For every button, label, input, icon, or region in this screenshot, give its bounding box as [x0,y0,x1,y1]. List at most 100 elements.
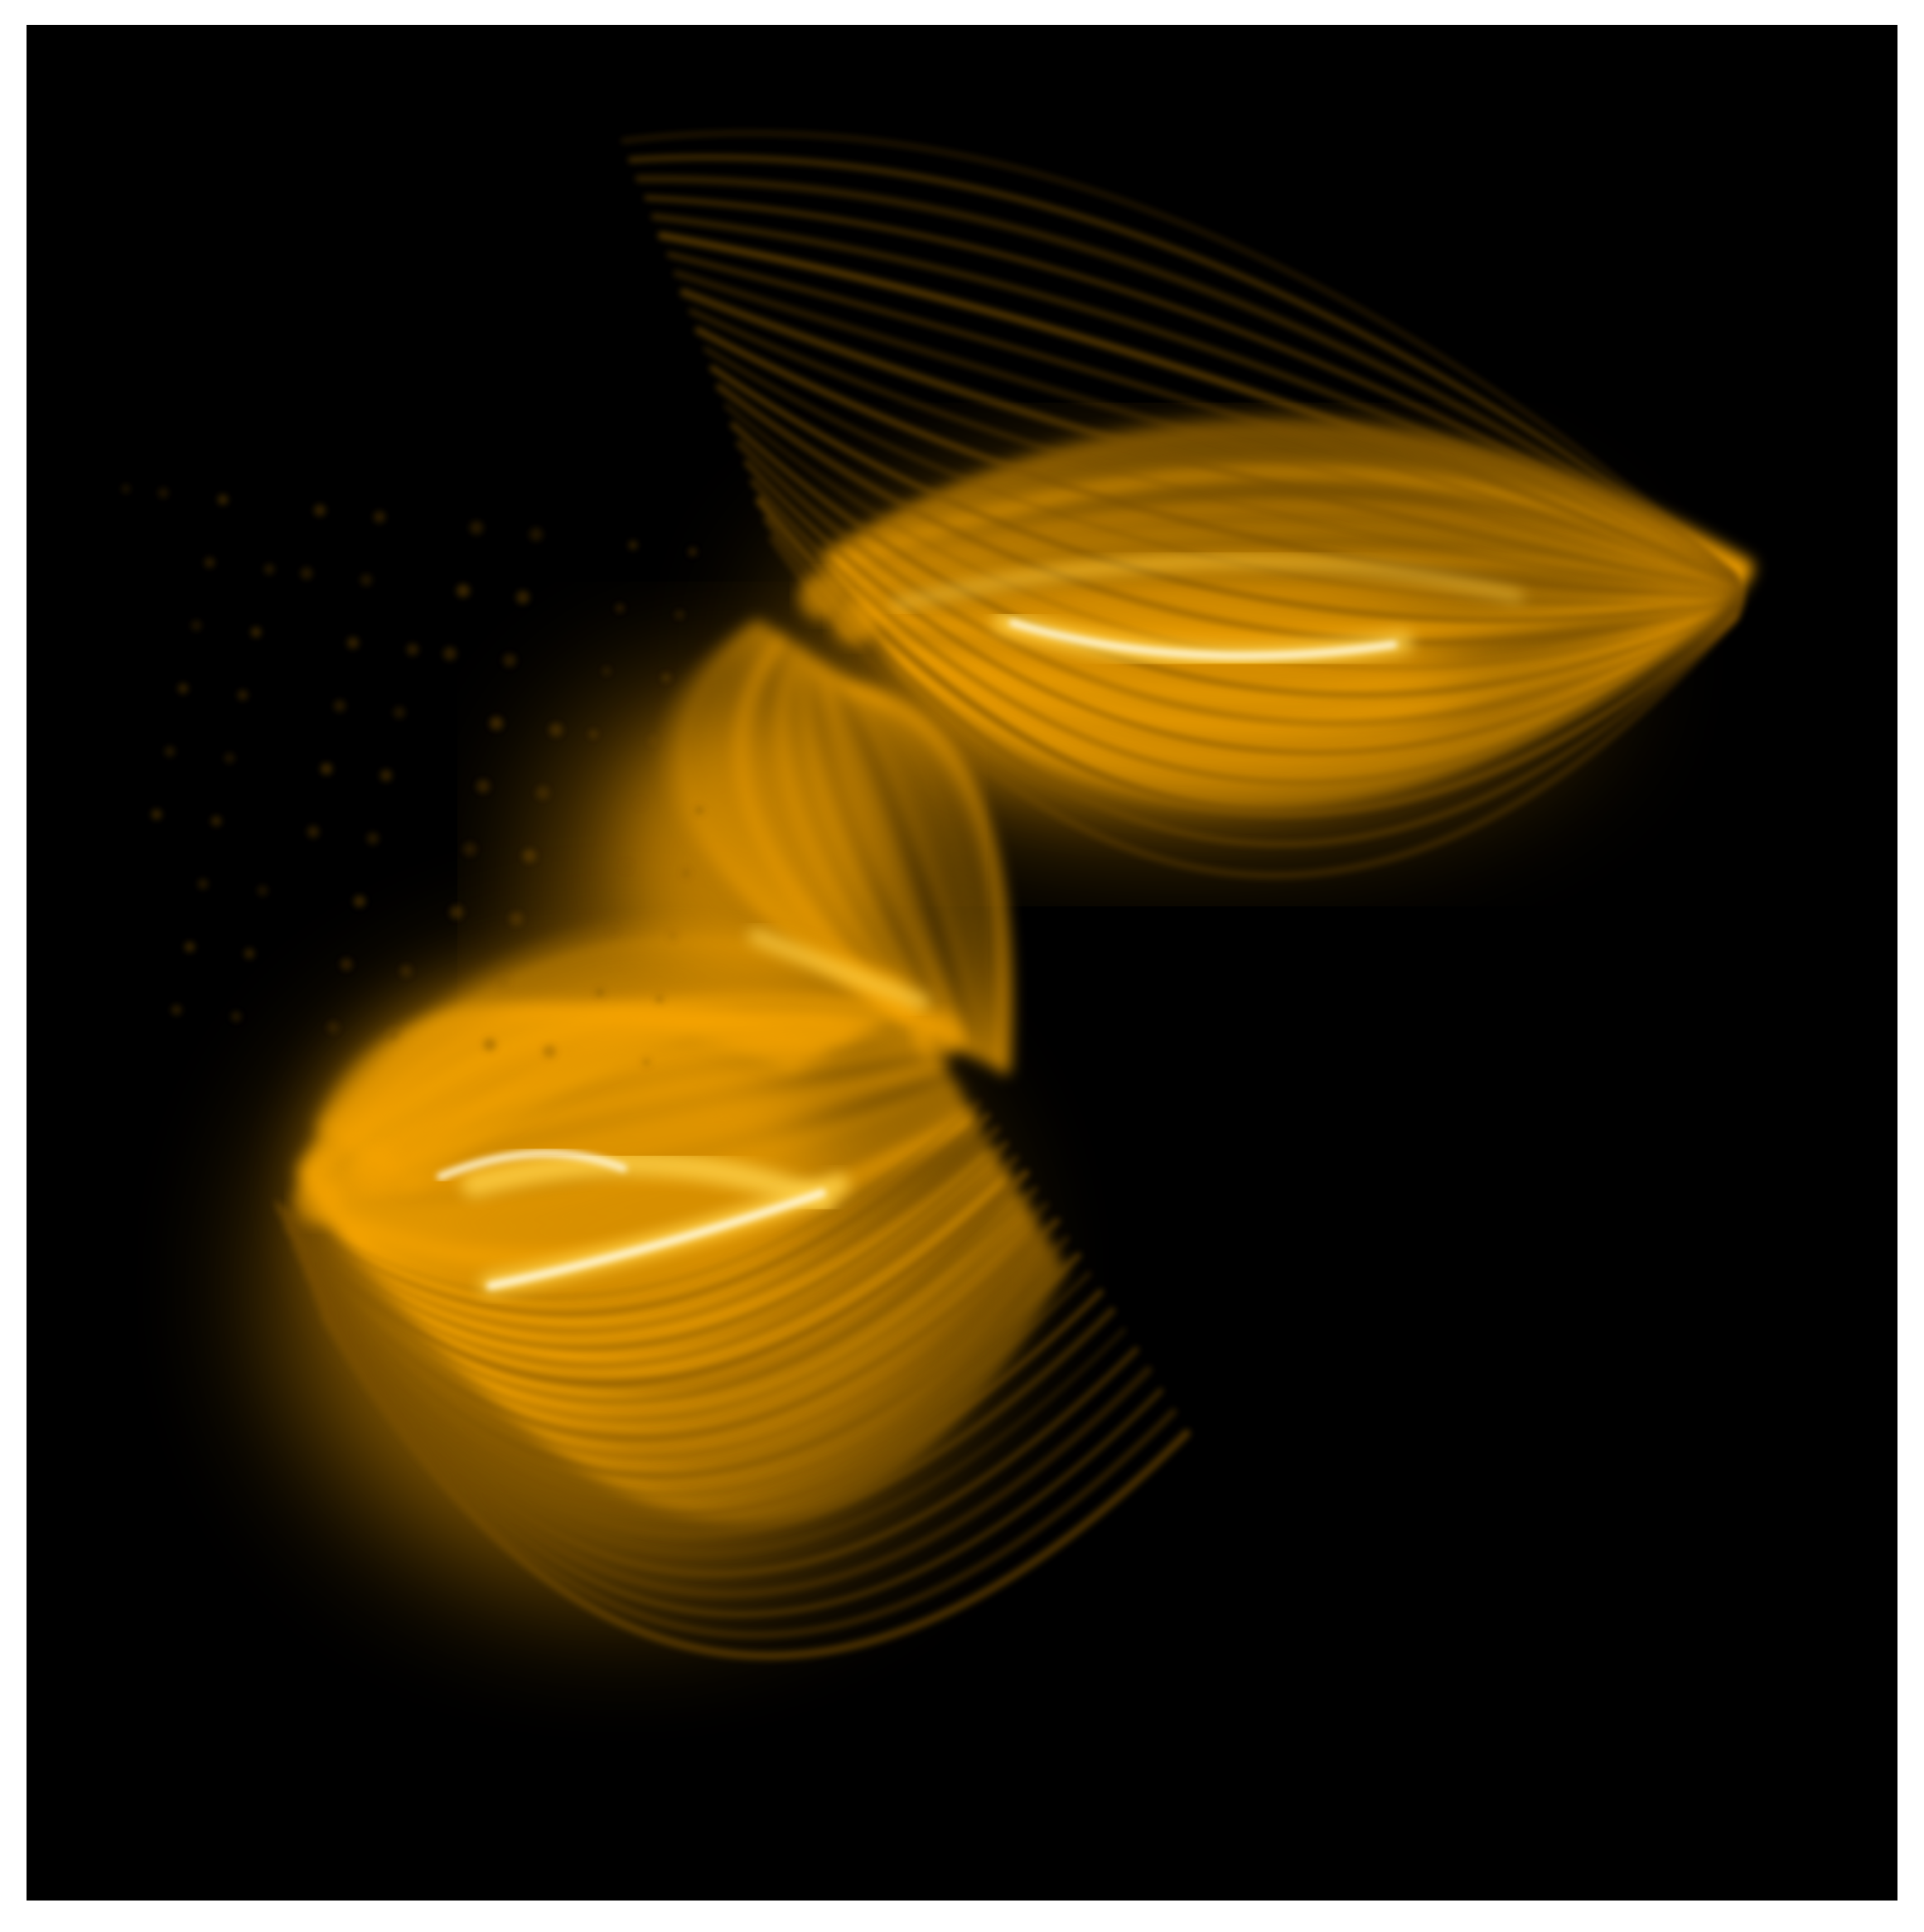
speckle [264,564,274,574]
speckle [172,1005,181,1015]
speckle [450,906,463,919]
speckle [483,1038,496,1051]
speckle [122,485,130,493]
speckle [457,584,470,597]
lower-lobe-loops-strand [296,950,910,1180]
speckle [400,965,412,977]
lower-bright-core [486,1189,826,1290]
speckle [152,809,162,819]
upper-outer-loops-strand [621,131,1736,574]
lower-lobe-loops-strand [330,1126,984,1292]
upper-outer-loops-strand [749,478,1741,786]
lower-outer-loops [273,1099,1191,1660]
speckle [198,879,208,889]
speckle [649,737,657,745]
speckle [490,717,503,730]
speckle [682,869,690,877]
lower-lobe-loops-strand [325,1103,970,1250]
upper-lobe-loops-strand [826,466,1753,577]
speckle [211,816,221,826]
upper-lobe-loops-strand [889,609,1721,775]
speckle [496,975,510,988]
upper-secondary-loop [891,555,1524,611]
speckle [307,826,319,838]
speckle [463,843,476,856]
upper-outer-loops-strand [657,231,1743,587]
speckle [596,988,604,997]
upper-outer-loops-strand [666,252,1743,589]
upper-outer-loops-strand [694,326,1746,599]
speckle [470,521,483,534]
speckle [165,746,175,756]
lower-bright-core-2 [437,1149,627,1181]
speckle [549,723,563,737]
speckle [695,806,703,814]
lower-outer-loops-strand [277,1125,1001,1335]
speckle [251,627,261,637]
lower-lobe-loops-strand [324,1097,964,1235]
middle-lobe-loops-strand [829,669,988,1063]
speckle [503,654,516,667]
loop-strands [122,131,1755,1660]
speckle [476,780,490,793]
speckle [609,925,617,934]
speckle [669,932,677,940]
lower-lobe-loops-strand [314,1058,944,1205]
upper-outer-loops-strand [763,516,1738,848]
upper-outer-loops-strand [755,496,1741,818]
footpoint-knot [351,1145,398,1191]
speckle [374,511,385,523]
lower-outer-loops-strand [311,1287,1139,1577]
middle-lobe-loops-strand [849,682,1012,1075]
lower-outer-loops-strand [280,1141,1009,1350]
upper-outer-loops-strand [730,422,1743,698]
upper-outer-loops-strand [650,213,1742,585]
speckle [218,495,228,505]
lower-outer-loops-strand [317,1301,1163,1617]
speckle [367,833,379,844]
speckle [589,730,597,738]
speckle [636,799,644,808]
lower-outer-loops-strand [297,1252,1082,1480]
speckle [158,488,168,498]
upper-outer-loops-strand [628,154,1738,577]
lower-left-cap-loops-strand [370,1007,860,1168]
speckle [523,849,536,862]
speckle [387,1028,399,1040]
speckle [347,637,359,649]
lower-outer-loops-strand [292,1217,1061,1442]
upper-outer-loops [621,131,1746,879]
speckle [394,707,405,718]
upper-lobe-loops-strand [902,619,1711,808]
upper-outer-loops-strand [688,308,1744,596]
speckle [443,647,457,660]
lower-outer-loops-strand [321,1313,1191,1660]
speckle [622,862,631,871]
upper-outer-loops-strand [768,534,1738,879]
upper-lobe-loops-strand [872,597,1731,688]
lower-outer-loops-strand [273,1099,982,1299]
speckle [675,611,684,619]
speckle [244,949,254,959]
upper-outer-loops-strand [743,460,1742,756]
upper-bright-core [1008,619,1398,660]
speckle [205,558,215,568]
speckle [321,763,332,775]
lower-outer-loops-strand [312,1292,1153,1598]
upper-lobe-loops-strand [858,587,1738,630]
footpoint-knot [832,598,878,645]
lower-outer-loops-strand [318,1307,1177,1639]
upper-outer-loops-strand [679,288,1746,595]
upper-outer-loops-strand [715,383,1745,646]
upper-outer-loops-strand [644,195,1740,582]
speckle [543,1045,556,1058]
lower-left-cap-loops-strand [404,1007,892,1189]
upper-outer-loops-strand [673,270,1744,592]
bright-cores [293,555,1524,1295]
speckle [516,591,529,604]
speckle [602,667,611,675]
footpoint-knot [915,1012,961,1059]
speckle [314,505,326,516]
upper-lobe-loops-strand [881,603,1726,737]
lower-outer-loops-strand [309,1281,1127,1556]
